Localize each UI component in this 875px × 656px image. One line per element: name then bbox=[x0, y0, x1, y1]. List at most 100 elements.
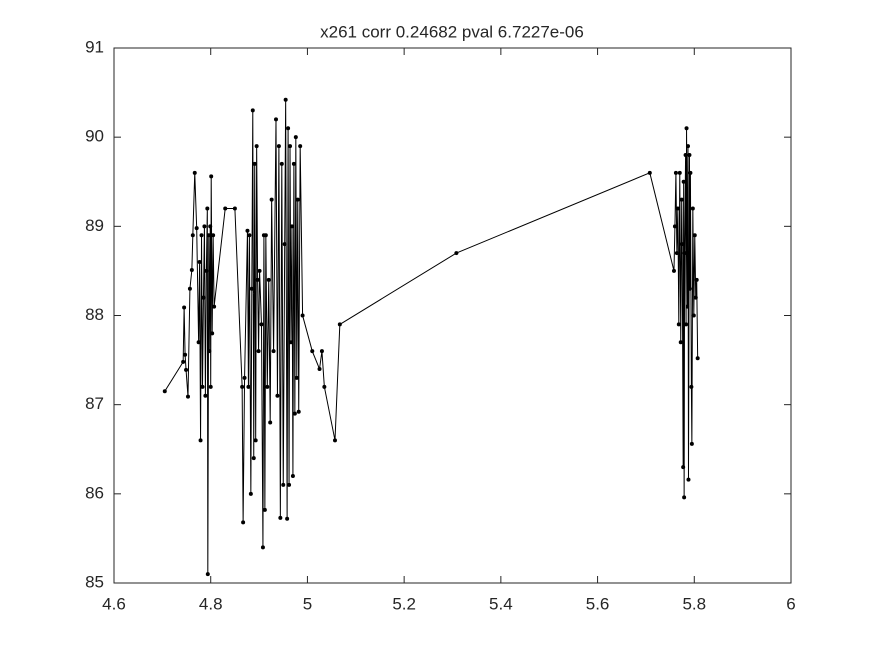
x-tick-label: 4.6 bbox=[102, 594, 126, 613]
data-point bbox=[322, 384, 327, 389]
data-point bbox=[208, 384, 213, 389]
data-point bbox=[278, 515, 283, 520]
data-point bbox=[271, 349, 276, 354]
data-point bbox=[208, 224, 213, 229]
data-point bbox=[282, 242, 287, 247]
data-point bbox=[685, 304, 690, 309]
data-point bbox=[294, 375, 299, 380]
data-point bbox=[189, 268, 194, 273]
data-point bbox=[298, 144, 303, 149]
data-point bbox=[196, 340, 201, 345]
data-point bbox=[689, 441, 694, 446]
data-point bbox=[676, 322, 681, 327]
data-point bbox=[287, 482, 292, 487]
data-point bbox=[202, 224, 207, 229]
data-point bbox=[255, 277, 260, 282]
data-point bbox=[681, 465, 686, 470]
x-tick-label: 5.8 bbox=[682, 594, 706, 613]
data-point bbox=[245, 228, 250, 233]
data-point bbox=[678, 340, 683, 345]
data-point bbox=[687, 286, 692, 291]
data-point bbox=[204, 268, 209, 273]
data-point bbox=[317, 367, 322, 371]
data-point bbox=[199, 233, 204, 238]
data-point bbox=[162, 389, 167, 394]
series-line bbox=[164, 99, 699, 575]
data-point bbox=[690, 206, 695, 211]
data-point bbox=[268, 420, 273, 425]
data-point bbox=[200, 384, 205, 389]
data-point bbox=[291, 161, 296, 166]
y-tick-label: 88 bbox=[85, 305, 104, 324]
data-point bbox=[192, 170, 197, 175]
data-point bbox=[684, 322, 689, 327]
data-point bbox=[691, 313, 696, 318]
data-point bbox=[675, 206, 680, 211]
data-point bbox=[205, 206, 210, 211]
data-point bbox=[249, 286, 254, 291]
y-tick-label: 87 bbox=[85, 394, 104, 413]
data-point bbox=[251, 456, 256, 461]
data-point bbox=[337, 322, 342, 327]
data-point bbox=[281, 482, 286, 487]
data-point bbox=[695, 356, 700, 361]
data-point bbox=[253, 438, 258, 443]
data-point bbox=[185, 394, 190, 399]
data-point bbox=[686, 477, 691, 482]
y-tick-label: 85 bbox=[85, 572, 104, 591]
data-point bbox=[286, 126, 291, 131]
data-point bbox=[296, 409, 301, 414]
data-point bbox=[688, 170, 693, 175]
data-point bbox=[248, 491, 253, 496]
data-point bbox=[257, 268, 262, 273]
data-point bbox=[260, 545, 265, 550]
data-point bbox=[182, 305, 187, 310]
data-point bbox=[679, 197, 684, 202]
data-point bbox=[201, 295, 206, 300]
data-point bbox=[295, 197, 300, 202]
x-tick-label: 5.2 bbox=[392, 594, 416, 613]
data-point bbox=[300, 313, 305, 318]
plot-box bbox=[113, 47, 792, 584]
y-tick-label: 91 bbox=[85, 37, 104, 56]
data-point bbox=[194, 226, 199, 231]
data-point bbox=[256, 349, 261, 354]
data-point bbox=[647, 170, 652, 175]
data-point bbox=[207, 349, 212, 354]
data-point bbox=[672, 224, 677, 229]
data-point bbox=[673, 170, 678, 175]
data-point bbox=[241, 520, 246, 525]
data-point bbox=[290, 474, 295, 478]
data-point bbox=[211, 233, 216, 238]
data-point bbox=[677, 170, 682, 175]
data-point bbox=[276, 144, 281, 149]
data-point bbox=[246, 384, 251, 389]
data-point bbox=[293, 135, 298, 140]
data-point bbox=[671, 268, 676, 273]
data-point bbox=[310, 349, 315, 354]
data-point bbox=[288, 340, 293, 345]
data-point bbox=[680, 242, 685, 247]
x-tick-label: 4.8 bbox=[199, 594, 223, 613]
data-point bbox=[319, 349, 324, 354]
data-point bbox=[683, 153, 688, 157]
data-point bbox=[682, 251, 687, 256]
data-point bbox=[181, 359, 186, 364]
data-point bbox=[682, 495, 687, 500]
data-point bbox=[283, 97, 288, 102]
data-point bbox=[263, 233, 268, 238]
data-point bbox=[232, 206, 237, 211]
data-point bbox=[205, 572, 210, 577]
data-point bbox=[269, 197, 274, 202]
x-tick-label: 5.4 bbox=[489, 594, 513, 613]
data-point bbox=[279, 161, 284, 166]
data-point bbox=[262, 507, 267, 512]
data-point bbox=[247, 233, 252, 238]
data-point bbox=[250, 108, 255, 113]
data-point bbox=[265, 384, 270, 389]
data-point bbox=[692, 233, 697, 238]
data-point bbox=[681, 179, 686, 184]
data-point bbox=[684, 126, 689, 131]
data-point bbox=[292, 411, 297, 416]
